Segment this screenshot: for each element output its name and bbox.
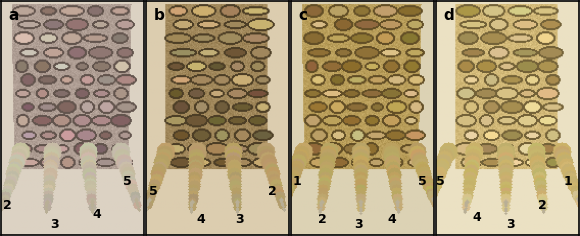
Text: c: c [299, 8, 307, 23]
Text: 1: 1 [564, 175, 572, 188]
Text: d: d [444, 8, 454, 23]
Text: 5: 5 [436, 175, 445, 188]
Text: 1: 1 [293, 175, 302, 188]
Text: 2: 2 [267, 185, 277, 198]
Text: b: b [153, 8, 164, 23]
Text: 4: 4 [93, 208, 101, 221]
Text: 2: 2 [2, 199, 11, 212]
Text: a: a [8, 8, 19, 23]
Text: 5: 5 [122, 175, 131, 188]
Text: 4: 4 [472, 211, 481, 223]
Text: 5: 5 [418, 175, 427, 188]
Text: 3: 3 [50, 218, 59, 231]
Text: 5: 5 [149, 185, 158, 198]
Text: 3: 3 [235, 213, 244, 226]
Text: 3: 3 [354, 218, 363, 231]
Text: 4: 4 [196, 213, 205, 226]
Text: 3: 3 [506, 218, 515, 231]
Text: 2: 2 [318, 213, 327, 226]
Text: 2: 2 [538, 199, 546, 212]
Text: 4: 4 [387, 213, 396, 226]
